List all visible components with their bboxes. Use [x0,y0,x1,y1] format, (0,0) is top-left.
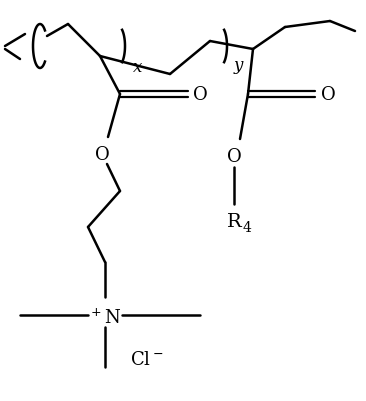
Text: R: R [227,213,241,231]
Text: y: y [233,57,243,73]
Text: $^+$N: $^+$N [89,308,122,327]
Text: O: O [95,146,109,164]
Text: Cl$^-$: Cl$^-$ [130,350,163,368]
Text: O: O [227,148,241,166]
Text: x: x [133,59,143,76]
Text: O: O [321,86,335,104]
Text: 4: 4 [243,221,251,235]
Text: O: O [193,86,208,104]
